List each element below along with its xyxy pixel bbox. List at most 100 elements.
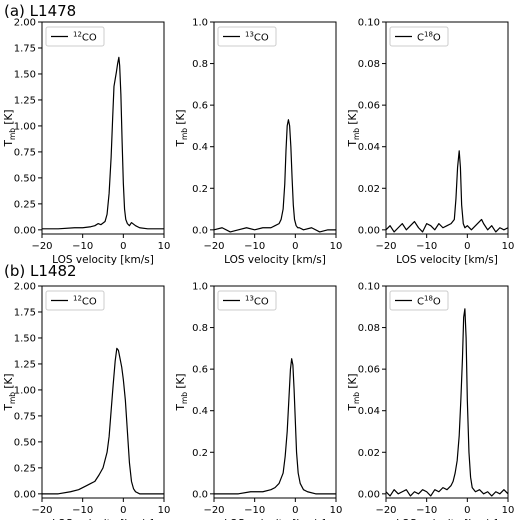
x-tick-label: −20 [203, 241, 224, 252]
legend-box [45, 26, 105, 47]
axes-frame [385, 285, 509, 499]
legend: C18O [389, 290, 449, 311]
x-tick-label: 10 [502, 241, 515, 252]
x-axis-label: LOS velocity [km/s] [52, 518, 154, 520]
chart-panel-1: −20 −10 0 10 0.0 0.2 0.4 0.6 0.8 1.0 LOS velocity … [175, 18, 342, 267]
y-tick-label: 0.08 [358, 59, 380, 70]
x-axis-label: LOS velocity [km/s] [52, 254, 154, 266]
y-tick-label: 0.02 [358, 184, 380, 195]
spectrum-line [214, 358, 336, 495]
y-tick-label: 1.50 [14, 69, 36, 80]
x-tick-label: 10 [330, 505, 343, 516]
legend-box [45, 290, 105, 311]
x-tick-label: 0 [120, 505, 126, 516]
x-axis-label: LOS velocity [km/s] [224, 518, 326, 520]
x-tick-label: 0 [464, 241, 470, 252]
y-tick-label: 0.0 [192, 225, 208, 236]
chart-panel-5: −20 −10 0 10 0.00 0.02 0.04 0.06 0.08 0.10 LOS vel… [347, 282, 514, 520]
y-tick-label: 0.08 [358, 323, 380, 334]
y-tick-label: 0.0 [192, 489, 208, 500]
y-tick-label: 1.25 [14, 95, 36, 106]
y-tick-label: 0.00 [358, 225, 380, 236]
y-tick-label: 0.8 [192, 323, 208, 334]
x-tick-label: −20 [31, 505, 52, 516]
y-axis-label: Tmb [K] [175, 110, 189, 148]
y-tick-label: 0.2 [192, 448, 208, 459]
y-tick-label: 1.50 [14, 333, 36, 344]
y-tick-label: 0.75 [14, 147, 36, 158]
legend-entry: C18O [417, 295, 441, 308]
legend: C18O [389, 26, 449, 47]
x-tick-label: 10 [158, 505, 171, 516]
legend-box [389, 290, 449, 311]
x-tick-label: −10 [416, 241, 437, 252]
axes-frame [213, 285, 337, 499]
spectrum-line [385, 150, 509, 233]
spectrum-line [213, 119, 336, 233]
legend: 12CO [45, 26, 105, 47]
y-tick-label: 0.50 [14, 173, 36, 184]
y-tick-label: 0.10 [358, 282, 380, 293]
y-tick-label: 1.00 [14, 121, 36, 132]
y-tick-label: 0.06 [358, 365, 380, 376]
x-tick-label: −10 [416, 505, 437, 516]
y-tick-label: 0.75 [14, 411, 36, 422]
y-tick-label: 0.25 [14, 199, 36, 210]
x-tick-label: −20 [203, 505, 224, 516]
legend-entry: 12CO [73, 295, 97, 308]
x-tick-label: −20 [375, 505, 396, 516]
chart-panel-4: −20 −10 0 10 0.0 0.2 0.4 0.6 0.8 1.0 LOS velocity … [175, 282, 342, 520]
row-b-title: (b) L1482 [4, 262, 77, 280]
legend-box [217, 290, 277, 311]
x-tick-label: 0 [292, 505, 298, 516]
y-tick-label: 0.00 [14, 225, 36, 236]
y-axis-label: Tmb [K] [347, 374, 361, 412]
y-axis-label: Tmb [K] [3, 374, 17, 412]
y-tick-label: 0.4 [192, 142, 208, 153]
spectrum-line [42, 56, 164, 230]
chart-panel-0: −20 −10 0 10 0.00 0.25 0.50 0.75 1.00 1.25 1.50 1.7… [3, 18, 170, 267]
y-tick-label: 0.50 [14, 437, 36, 448]
x-tick-label: 0 [120, 241, 126, 252]
y-tick-label: 1.00 [14, 385, 36, 396]
y-tick-label: 0.25 [14, 463, 36, 474]
x-tick-label: 10 [330, 241, 343, 252]
x-tick-label: −20 [375, 241, 396, 252]
row-a-title: (a) L1478 [4, 2, 77, 20]
chart-panel-3: −20 −10 0 10 0.00 0.25 0.50 0.75 1.00 1.25 1.50 1.7… [3, 282, 170, 520]
y-tick-label: 1.0 [192, 18, 208, 29]
legend: 12CO [45, 290, 105, 311]
y-tick-label: 2.00 [14, 18, 36, 29]
legend: 13CO [217, 26, 277, 47]
y-axis-label: Tmb [K] [175, 374, 189, 412]
y-tick-label: 0.8 [192, 59, 208, 70]
x-tick-label: −10 [72, 505, 93, 516]
x-tick-label: 0 [464, 505, 470, 516]
x-axis-label: LOS velocity [km/s] [396, 254, 498, 266]
chart-panel-2: −20 −10 0 10 0.00 0.02 0.04 0.06 0.08 0.10 LOS vel… [347, 18, 514, 267]
x-axis-label: LOS velocity [km/s] [396, 518, 498, 520]
y-tick-label: 1.0 [192, 282, 208, 293]
y-tick-label: 0.02 [358, 448, 380, 459]
y-tick-label: 1.75 [14, 43, 36, 54]
legend-box [389, 26, 449, 47]
y-tick-label: 1.75 [14, 307, 36, 318]
legend-box [217, 26, 277, 47]
spectrum-line [42, 347, 164, 495]
legend-entry: 12CO [73, 31, 97, 44]
legend-entry: C18O [417, 31, 441, 44]
legend-entry: 13CO [245, 295, 269, 308]
x-tick-label: −20 [31, 241, 52, 252]
y-tick-label: 0.6 [192, 365, 208, 376]
y-tick-label: 0.00 [14, 489, 36, 500]
legend: 13CO [217, 290, 277, 311]
y-tick-label: 0.2 [192, 184, 208, 195]
legend-entry: 13CO [245, 31, 269, 44]
y-tick-label: 0.10 [358, 18, 380, 29]
axes-frame [213, 21, 337, 235]
axes-frame [41, 21, 165, 235]
y-tick-label: 1.25 [14, 359, 36, 370]
x-tick-label: 0 [292, 241, 298, 252]
y-tick-label: 0.6 [192, 101, 208, 112]
